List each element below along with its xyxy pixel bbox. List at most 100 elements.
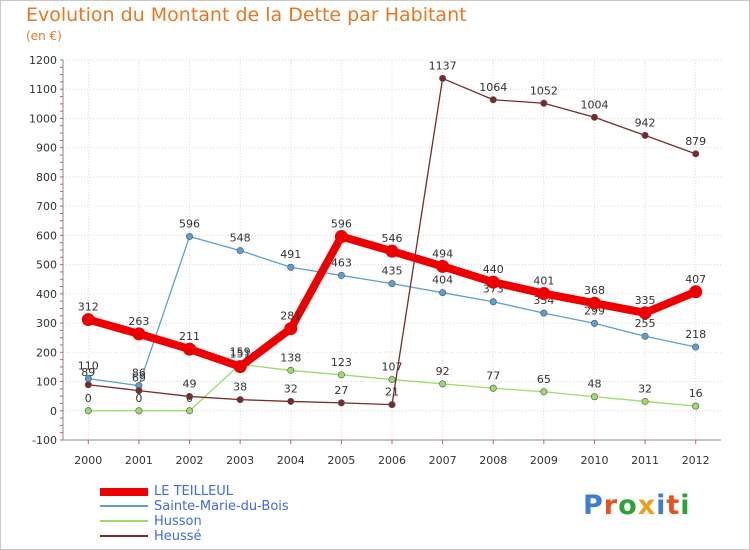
data-label-husson: 0: [135, 392, 142, 405]
data-label-le-teilleul: 440: [483, 263, 504, 276]
data-label-heuss: 69: [132, 372, 146, 385]
x-tick-label: 2011: [631, 454, 659, 467]
legend-label: Sainte-Marie-du-Bois: [154, 499, 289, 514]
x-tick-label: 2003: [226, 454, 254, 467]
data-point-sainte-marie-du-bois: [540, 309, 548, 317]
x-tick-label: 2004: [277, 454, 305, 467]
x-tick-label: 2005: [327, 454, 355, 467]
data-label-heuss: 21: [385, 386, 399, 399]
data-point-heuss: [692, 150, 700, 158]
y-tick-label: 1200: [29, 54, 57, 67]
legend-swatch: [100, 535, 148, 537]
x-tick-label: 2008: [479, 454, 507, 467]
data-point-le-teilleul: [436, 259, 450, 273]
data-label-le-teilleul: 407: [685, 273, 706, 286]
data-point-heuss: [236, 396, 244, 404]
data-label-husson: 159: [230, 345, 251, 358]
data-point-le-teilleul: [689, 285, 703, 299]
unit-label: (en €): [26, 29, 62, 43]
data-point-sainte-marie-du-bois: [692, 343, 700, 351]
data-point-husson: [388, 375, 396, 383]
data-point-heuss: [439, 74, 447, 82]
data-label-sainte-marie-du-bois: 463: [331, 256, 352, 269]
logo-letter: t: [666, 490, 681, 521]
y-tick-label: 800: [36, 171, 57, 184]
logo-letter: x: [637, 490, 657, 521]
data-point-sainte-marie-du-bois: [439, 289, 447, 297]
data-label-husson: 92: [436, 365, 450, 378]
data-label-heuss: 32: [284, 382, 298, 395]
y-tick-label: 300: [36, 317, 57, 330]
y-tick-label: 100: [36, 376, 57, 389]
data-label-heuss: 49: [183, 377, 197, 390]
data-point-le-teilleul: [81, 313, 95, 327]
data-label-le-teilleul: 312: [78, 301, 99, 314]
data-label-heuss: 1004: [580, 98, 608, 111]
y-tick-label: 400: [36, 288, 57, 301]
data-point-heuss: [540, 99, 548, 107]
data-label-husson: 123: [331, 356, 352, 369]
logo-letter: o: [618, 490, 638, 521]
logo-letter: r: [603, 490, 619, 521]
legend-label: LE TEILLEUL: [154, 484, 234, 499]
data-point-heuss: [84, 381, 92, 389]
data-label-le-teilleul: 596: [331, 218, 352, 231]
data-label-sainte-marie-du-bois: 596: [179, 218, 200, 231]
data-label-sainte-marie-du-bois: 255: [635, 317, 656, 330]
data-label-le-teilleul: 263: [128, 315, 149, 328]
legend-swatch: [100, 505, 148, 507]
x-tick-label: 2002: [176, 454, 204, 467]
y-tick-label: 1000: [29, 112, 57, 125]
data-label-le-teilleul: 335: [635, 294, 656, 307]
data-point-sainte-marie-du-bois: [186, 233, 194, 241]
data-point-heuss: [135, 387, 143, 395]
data-label-husson: 138: [280, 351, 301, 364]
legend-swatch: [100, 520, 148, 522]
data-label-heuss: 38: [233, 381, 247, 394]
data-label-husson: 16: [689, 387, 703, 400]
logo-letter: i: [656, 490, 667, 521]
data-label-sainte-marie-du-bois: 404: [432, 274, 453, 287]
data-label-sainte-marie-du-bois: 86: [132, 367, 146, 380]
y-tick-label: 0: [50, 405, 57, 418]
data-point-le-teilleul: [132, 327, 146, 341]
data-label-heuss: 27: [334, 384, 348, 397]
data-label-le-teilleul: 546: [382, 232, 403, 245]
data-point-husson: [337, 371, 345, 379]
data-point-husson: [692, 402, 700, 410]
data-point-husson: [540, 388, 548, 396]
data-point-sainte-marie-du-bois: [641, 332, 649, 340]
data-point-sainte-marie-du-bois: [236, 247, 244, 255]
y-tick-label: 500: [36, 259, 57, 272]
data-point-le-teilleul: [233, 360, 247, 374]
data-point-husson: [84, 407, 92, 415]
data-point-le-teilleul: [385, 244, 399, 258]
data-label-sainte-marie-du-bois: 435: [382, 265, 403, 278]
chart-title: Evolution du Montant de la Dette par Hab…: [26, 4, 467, 26]
x-tick-label: 2010: [580, 454, 608, 467]
data-point-heuss: [287, 397, 295, 405]
data-label-husson: 32: [638, 382, 652, 395]
proxiti-logo: Proxiti: [583, 490, 691, 521]
data-label-heuss: 1064: [479, 81, 507, 94]
x-tick-label: 2000: [74, 454, 102, 467]
data-point-husson: [641, 397, 649, 405]
data-label-le-teilleul: 211: [179, 330, 200, 343]
data-label-husson: 48: [587, 378, 601, 391]
data-point-husson: [439, 380, 447, 388]
logo-letter: P: [583, 490, 604, 521]
data-label-sainte-marie-du-bois: 110: [78, 360, 99, 373]
y-tick-label: 200: [36, 346, 57, 359]
data-label-le-teilleul: 368: [584, 284, 605, 297]
y-tick-label: 1100: [29, 83, 57, 96]
data-label-husson: 77: [486, 369, 500, 382]
legend-label: Husson: [154, 514, 202, 529]
x-tick-label: 2007: [429, 454, 457, 467]
y-tick-label: 700: [36, 200, 57, 213]
data-label-heuss: 1052: [530, 84, 558, 97]
data-point-husson: [489, 384, 497, 392]
x-tick-label: 2009: [530, 454, 558, 467]
data-point-husson: [287, 366, 295, 374]
data-point-heuss: [388, 401, 396, 409]
